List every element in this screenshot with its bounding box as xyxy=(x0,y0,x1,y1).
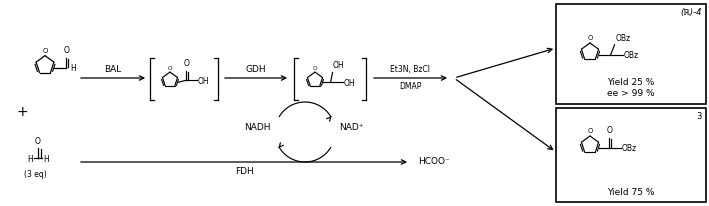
Text: O: O xyxy=(587,128,593,134)
Text: O: O xyxy=(184,60,189,68)
Bar xyxy=(556,4,706,104)
Text: OH: OH xyxy=(333,61,344,70)
Text: O: O xyxy=(168,66,172,71)
Text: (ℝ)-4: (ℝ)-4 xyxy=(681,8,702,17)
Text: FDH: FDH xyxy=(235,167,253,176)
Text: Et3N, BzCl: Et3N, BzCl xyxy=(390,65,430,74)
Text: O: O xyxy=(587,35,593,41)
Text: O: O xyxy=(64,46,69,55)
Text: BAL: BAL xyxy=(104,65,122,74)
Text: OBz: OBz xyxy=(622,144,637,153)
Text: O: O xyxy=(313,66,318,71)
Text: OH: OH xyxy=(344,79,355,88)
Text: 3: 3 xyxy=(697,112,702,121)
Text: H: H xyxy=(27,156,33,165)
Text: NAD⁺: NAD⁺ xyxy=(339,123,364,131)
Text: +: + xyxy=(16,105,28,119)
Text: GDH: GDH xyxy=(246,65,267,74)
Text: O: O xyxy=(35,137,41,146)
Text: OBz: OBz xyxy=(615,34,631,43)
Text: Yield 25 %: Yield 25 % xyxy=(608,78,654,87)
Text: HCOO⁻: HCOO⁻ xyxy=(418,158,450,166)
Text: H: H xyxy=(43,156,49,165)
Text: (3 eq): (3 eq) xyxy=(24,170,47,179)
Text: O: O xyxy=(607,126,613,135)
Text: DMAP: DMAP xyxy=(398,82,421,91)
Text: ee > 99 %: ee > 99 % xyxy=(607,89,655,98)
Text: Yield 75 %: Yield 75 % xyxy=(607,188,654,197)
Text: OH: OH xyxy=(198,77,209,86)
Text: H: H xyxy=(70,64,76,73)
Bar xyxy=(556,108,706,202)
Text: O: O xyxy=(43,48,48,54)
Text: OBz: OBz xyxy=(624,51,639,60)
Text: NADH: NADH xyxy=(245,123,271,131)
